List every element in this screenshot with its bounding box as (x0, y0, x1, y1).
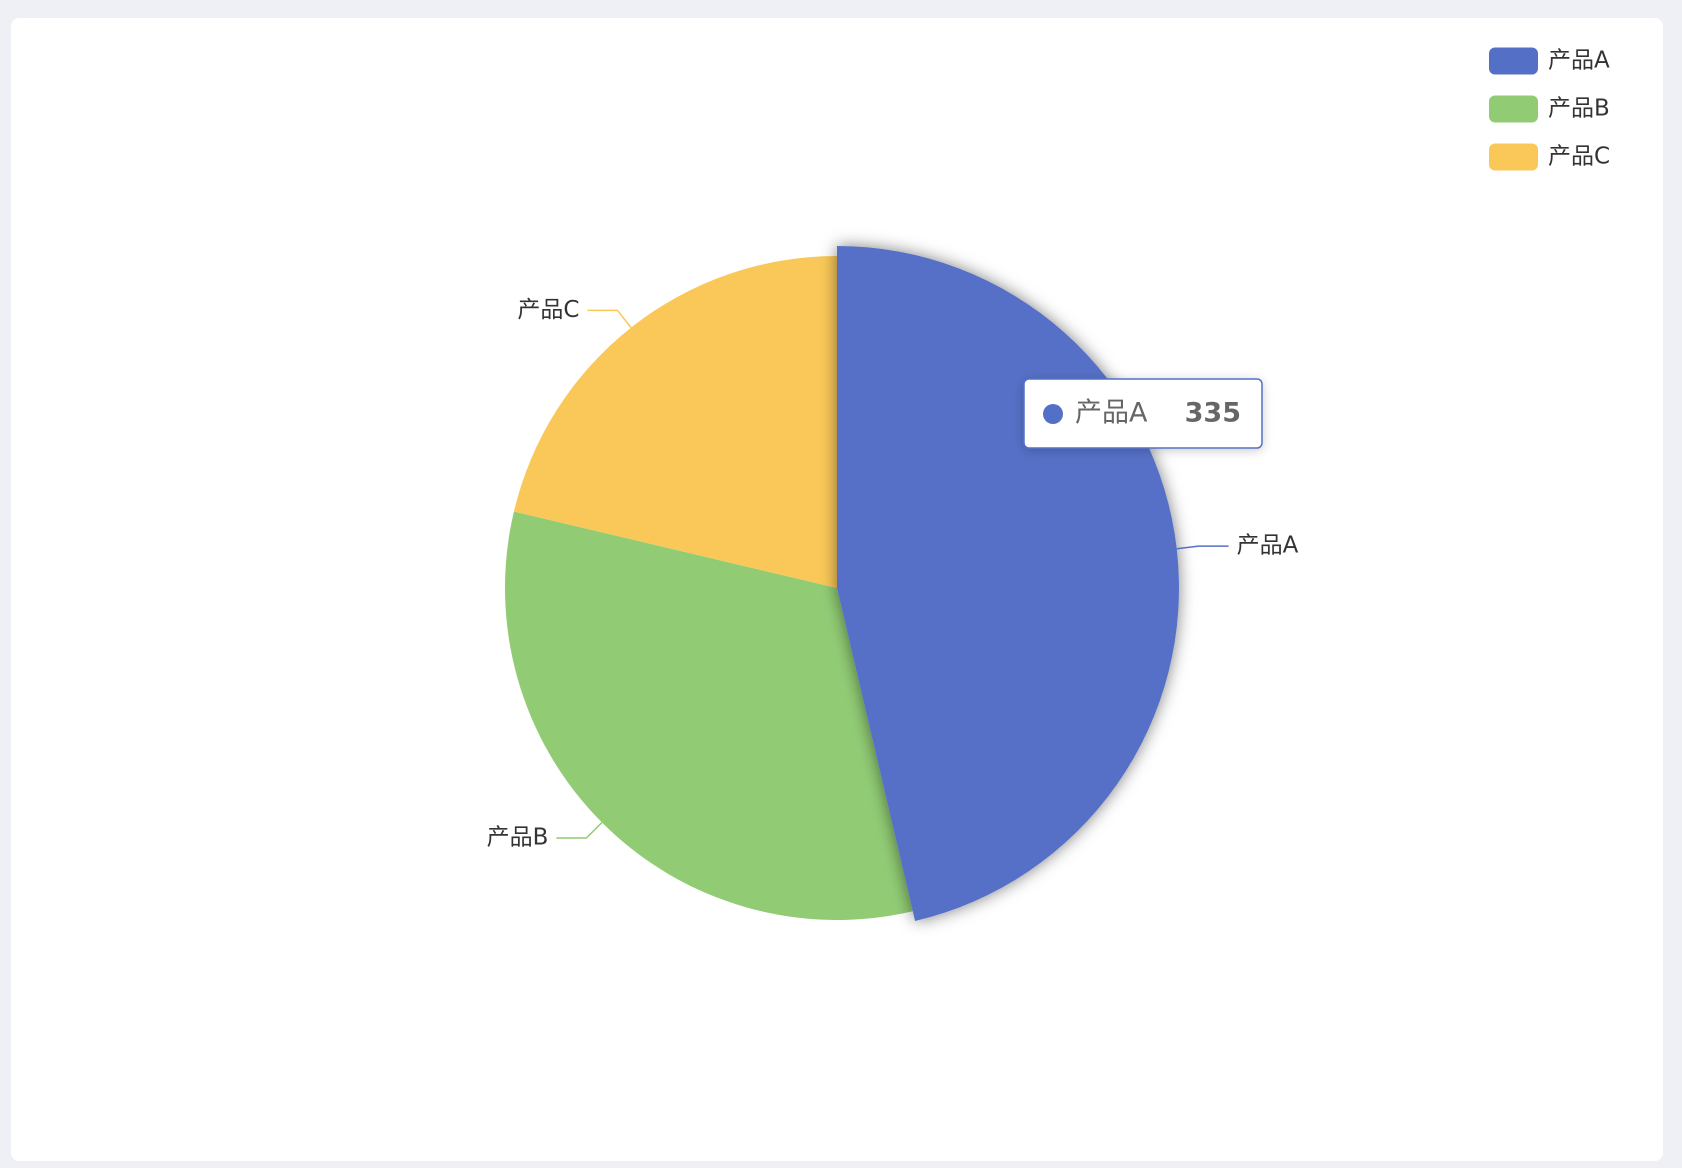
label-line (1176, 545, 1229, 550)
data-label: 产品A (1237, 533, 1299, 559)
label-line (587, 309, 632, 329)
tooltip-name: 产品A (1075, 398, 1148, 429)
data-label: 产品C (517, 297, 579, 323)
tooltip: 产品A 335 (1023, 378, 1263, 449)
legend-label: 产品C (1548, 144, 1610, 170)
legend-swatch (1489, 47, 1538, 75)
pie-slice (504, 511, 913, 920)
tooltip-box (1023, 378, 1263, 449)
label-line (556, 821, 603, 839)
legend-label: 产品B (1548, 96, 1610, 122)
data-label: 产品B (487, 825, 549, 851)
tooltip-dot (1043, 404, 1063, 424)
legend-swatch (1489, 95, 1538, 123)
legend-swatch (1489, 143, 1538, 171)
tooltip-value: 335 (1185, 398, 1241, 429)
pie-slice (513, 256, 837, 588)
legend-label: 产品A (1548, 48, 1610, 74)
